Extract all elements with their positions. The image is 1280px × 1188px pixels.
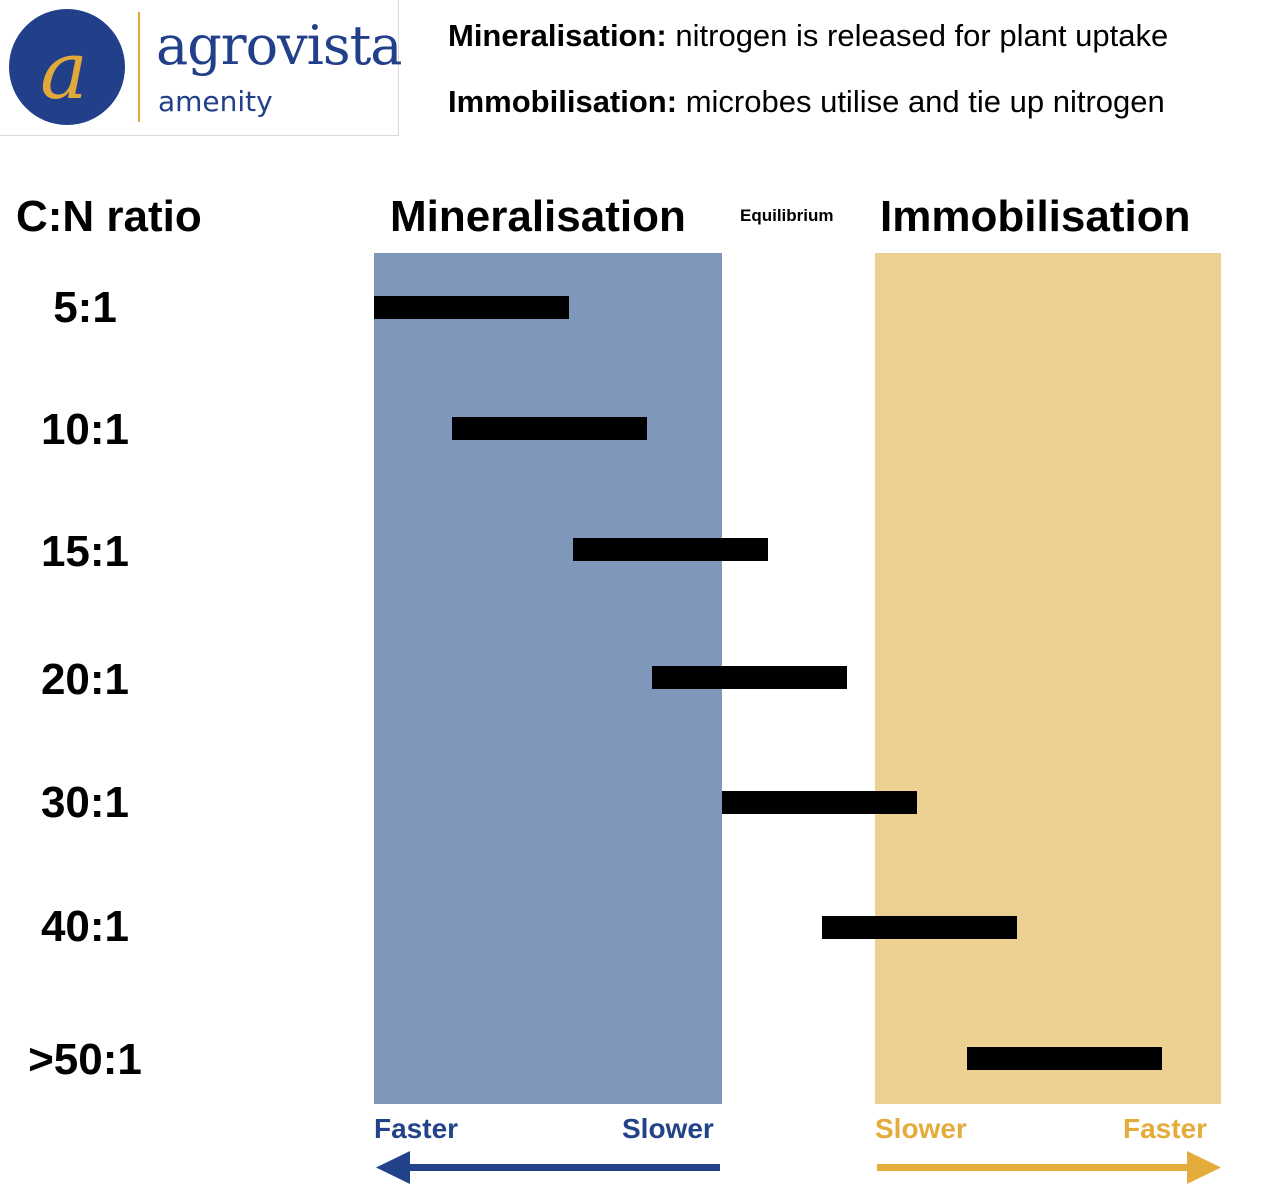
ratio-label-50-plus: >50:1	[28, 1035, 142, 1084]
ratio-bar-20	[652, 666, 847, 689]
agrovista-logo-icon: a	[9, 9, 125, 125]
immobilisation-slower-label: Slower	[875, 1113, 967, 1144]
ratio-label-10: 10:1	[40, 405, 130, 454]
ratio-bar-40	[822, 916, 1017, 939]
ratio-bar-50-plus	[967, 1047, 1162, 1070]
equilibrium-label: Equilibrium	[740, 206, 834, 225]
ratio-bar-30	[722, 791, 917, 814]
ratio-label-15: 15:1	[40, 527, 130, 576]
ratio-bar-10	[452, 417, 647, 440]
ratio-label-40: 40:1	[40, 902, 130, 951]
mineralisation-faster-label: Faster	[374, 1113, 459, 1144]
definition-term: Mineralisation:	[448, 18, 667, 53]
ratio-label-5: 5:1	[53, 283, 117, 332]
ratio-bar-15	[573, 538, 768, 561]
ratio-bar-5	[374, 296, 569, 319]
logo-subtitle: amenity	[158, 85, 273, 118]
mineralisation-heading: Mineralisation	[390, 192, 686, 241]
definition-immobilisation: Immobilisation: microbes utilise and tie…	[448, 84, 1165, 120]
agrovista-logo: a agrovista amenity	[0, 0, 402, 136]
definition-term: Immobilisation:	[448, 84, 678, 119]
definition-mineralisation: Mineralisation: nitrogen is released for…	[448, 18, 1168, 54]
immobilisation-right-arrow-icon	[877, 1151, 1221, 1184]
immobilisation-zone	[875, 253, 1221, 1104]
definition-text: nitrogen is released for plant uptake	[675, 18, 1169, 53]
cn-ratio-heading: C:N ratio	[16, 192, 202, 241]
definition-text: microbes utilise and tie up nitrogen	[685, 84, 1165, 119]
mineralisation-slower-label: Slower	[622, 1113, 714, 1144]
mineralisation-left-arrow-icon	[376, 1151, 720, 1184]
immobilisation-heading: Immobilisation	[880, 192, 1191, 241]
ratio-label-20: 20:1	[40, 655, 130, 704]
ratio-label-30: 30:1	[40, 778, 130, 827]
immobilisation-faster-label: Faster	[1123, 1113, 1208, 1144]
logo-divider	[138, 12, 140, 122]
logo-mark-letter: a	[40, 24, 88, 117]
logo-name: agrovista	[156, 14, 402, 77]
